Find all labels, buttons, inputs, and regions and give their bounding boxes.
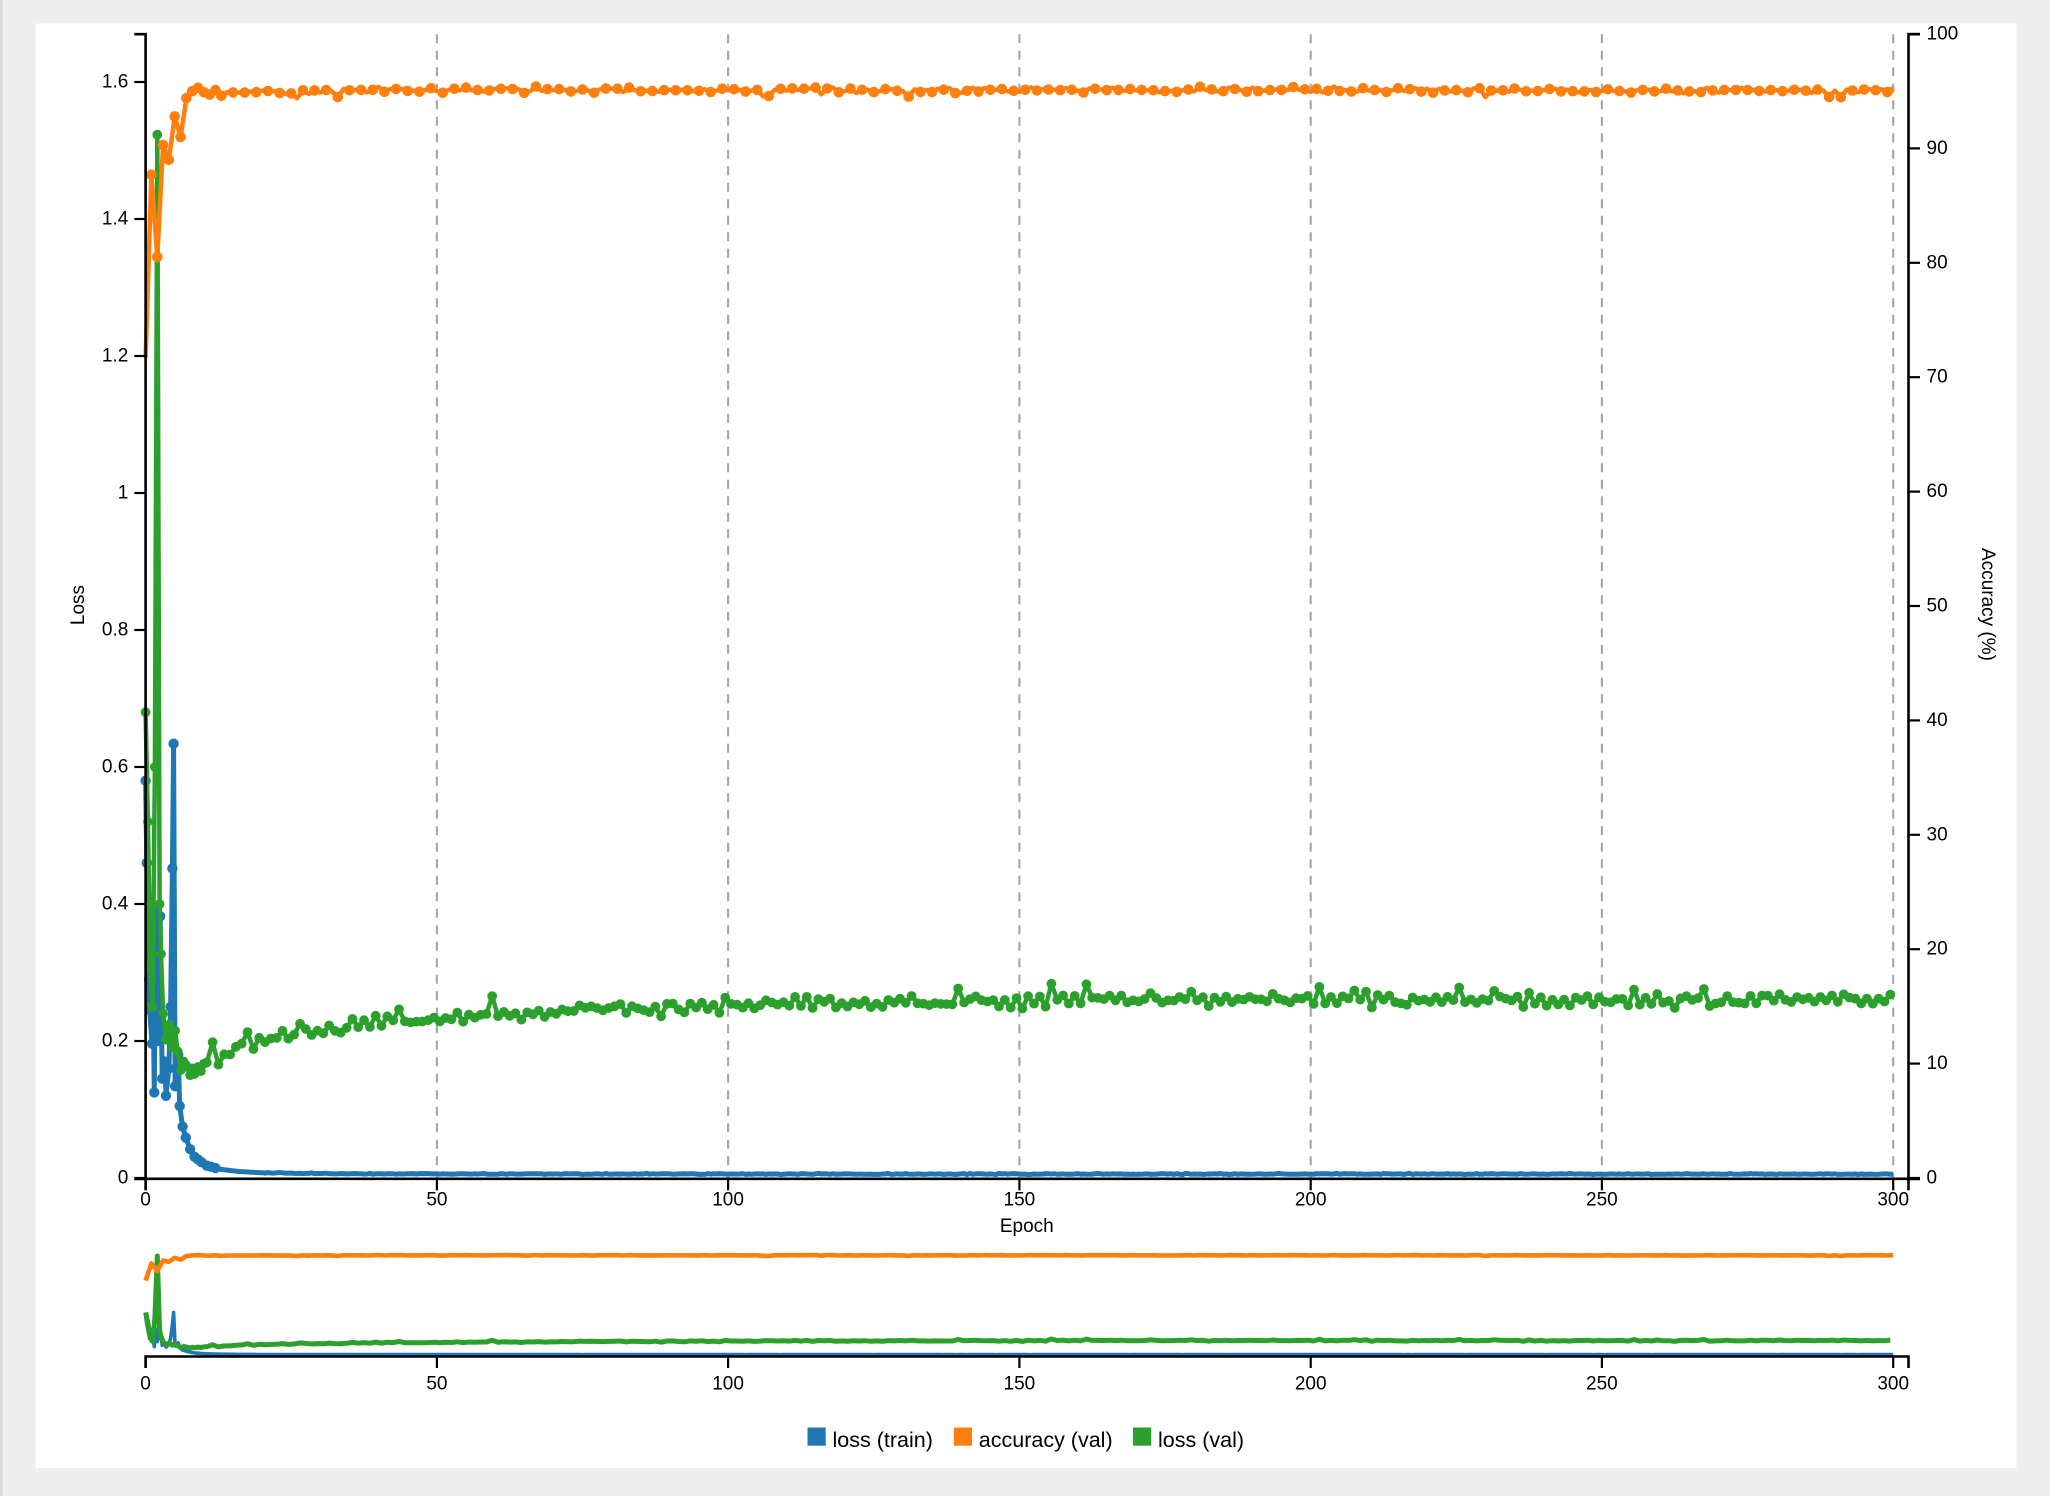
- svg-text:60: 60: [1927, 481, 1948, 502]
- svg-text:100: 100: [1927, 24, 1959, 45]
- svg-text:90: 90: [1927, 138, 1948, 159]
- svg-text:1.6: 1.6: [102, 72, 128, 93]
- svg-text:0.8: 0.8: [102, 620, 128, 641]
- svg-text:loss (val): loss (val): [1158, 1428, 1244, 1452]
- svg-text:200: 200: [1295, 1190, 1327, 1211]
- svg-text:0.2: 0.2: [102, 1031, 128, 1052]
- svg-text:100: 100: [712, 1190, 744, 1211]
- svg-text:250: 250: [1586, 1374, 1618, 1395]
- svg-text:0: 0: [118, 1168, 129, 1189]
- svg-text:70: 70: [1927, 367, 1948, 388]
- svg-text:300: 300: [1877, 1190, 1909, 1211]
- svg-text:50: 50: [1927, 596, 1948, 617]
- svg-text:Loss: Loss: [68, 585, 89, 625]
- svg-text:150: 150: [1004, 1190, 1036, 1211]
- svg-text:0: 0: [1927, 1168, 1938, 1189]
- svg-text:loss (train): loss (train): [833, 1428, 933, 1452]
- svg-text:0: 0: [140, 1374, 151, 1395]
- svg-text:Accuracy (%): Accuracy (%): [1977, 548, 1998, 661]
- svg-text:50: 50: [426, 1190, 447, 1211]
- svg-text:200: 200: [1295, 1374, 1327, 1395]
- svg-text:40: 40: [1927, 710, 1948, 731]
- svg-text:Epoch: Epoch: [1000, 1216, 1054, 1237]
- svg-text:1.2: 1.2: [102, 346, 128, 367]
- svg-text:50: 50: [426, 1374, 447, 1395]
- svg-text:30: 30: [1927, 824, 1948, 845]
- svg-text:150: 150: [1004, 1374, 1036, 1395]
- svg-text:1: 1: [118, 483, 129, 504]
- svg-text:0.4: 0.4: [102, 894, 129, 915]
- svg-text:250: 250: [1586, 1190, 1618, 1211]
- svg-text:0: 0: [140, 1190, 151, 1211]
- svg-text:20: 20: [1927, 939, 1948, 960]
- svg-text:100: 100: [712, 1374, 744, 1395]
- svg-text:80: 80: [1927, 252, 1948, 273]
- svg-text:accuracy (val): accuracy (val): [979, 1428, 1113, 1452]
- svg-text:300: 300: [1877, 1374, 1909, 1395]
- svg-text:1.4: 1.4: [102, 209, 129, 230]
- svg-text:0.6: 0.6: [102, 757, 128, 778]
- svg-text:10: 10: [1927, 1053, 1948, 1074]
